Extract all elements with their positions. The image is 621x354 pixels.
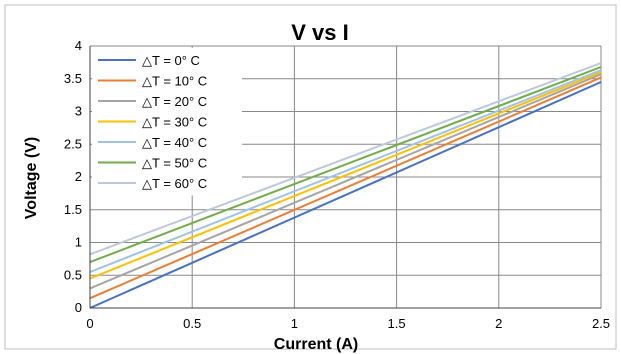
y-tick-label: 1.5 [64, 202, 82, 217]
x-axis-label: Current (A) [274, 336, 358, 353]
y-tick-label: 0.5 [64, 267, 82, 282]
chart-title: V vs I [291, 20, 348, 45]
series-line-6 [89, 62, 602, 256]
legend-label: △T = 40° C [142, 135, 207, 150]
series-layer [89, 62, 602, 309]
series-line-3 [89, 71, 602, 280]
series-line-2 [89, 73, 602, 290]
x-tick-label: 2.5 [592, 316, 610, 331]
series-line-4 [89, 69, 602, 273]
y-tick-label: 2 [75, 169, 82, 184]
legend-label: △T = 10° C [142, 74, 207, 89]
x-tick-label: 1 [291, 316, 298, 331]
y-axis-label: Voltage (V) [23, 137, 40, 219]
axis-layer: 0 0.5 1 1.5 2 2.5 3 3.5 4 0 0.5 1 1.5 2 2.5 [64, 38, 610, 331]
y-tick-label: 2.5 [64, 136, 82, 151]
series-line-0 [89, 81, 602, 309]
x-tick-label: 0.5 [183, 316, 201, 331]
x-tick-label: 0 [86, 316, 93, 331]
series-line-5 [89, 66, 602, 264]
x-tick-label: 1.5 [388, 316, 406, 331]
y-tick-label: 1 [75, 235, 82, 250]
legend-label: △T = 50° C [142, 156, 207, 171]
legend-label: △T = 30° C [142, 115, 207, 130]
y-tick-label: 0 [75, 300, 82, 315]
y-tick-label: 4 [75, 38, 82, 53]
legend-label: △T = 60° C [142, 176, 207, 191]
y-tick-label: 3.5 [64, 71, 82, 86]
y-tick-label: 3 [75, 104, 82, 119]
legend-label: △T = 0° C [142, 53, 200, 68]
x-tick-label: 2 [495, 316, 502, 331]
legend-label: △T = 20° C [142, 94, 207, 109]
series-line-1 [89, 76, 602, 300]
legend: △T = 0° C △T = 10° C △T = 20° C △T = 30° C △… [92, 48, 242, 196]
